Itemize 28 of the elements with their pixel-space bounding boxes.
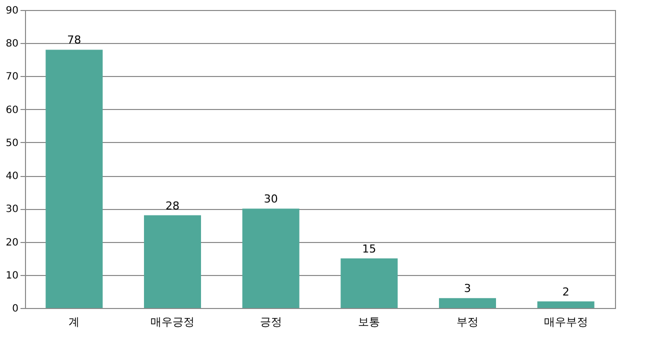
y-tick-label: 60 [6,104,18,116]
y-tick-label: 90 [6,6,18,16]
y-tick-label: 20 [6,237,18,248]
x-tick-label: 부정 [456,316,478,328]
data-label: 78 [67,34,82,47]
y-tick-label: 40 [6,171,18,182]
bar [242,208,300,308]
x-tick-label: 계 [68,316,80,328]
bar [537,301,594,308]
y-tick-label: 0 [12,304,18,314]
bar [144,215,202,308]
y-tick-label: 10 [6,270,18,282]
x-tick-label: 매우부정 [544,316,588,328]
x-tick-label: 보통 [358,316,380,328]
data-label: 3 [464,282,471,296]
data-label: 28 [166,199,180,212]
x-tick-label: 긍정 [260,316,282,328]
y-tick-label: 80 [6,38,18,50]
data-label: 2 [562,285,570,298]
data-label: 15 [362,242,376,256]
bar [438,298,496,308]
bar [46,50,103,308]
x-tick-label: 매우긍정 [150,316,194,328]
bar [340,258,398,308]
y-tick-label: 70 [6,72,18,83]
data-label: 30 [264,192,278,206]
y-tick-label: 30 [6,204,18,216]
y-tick-label: 50 [6,138,18,149]
